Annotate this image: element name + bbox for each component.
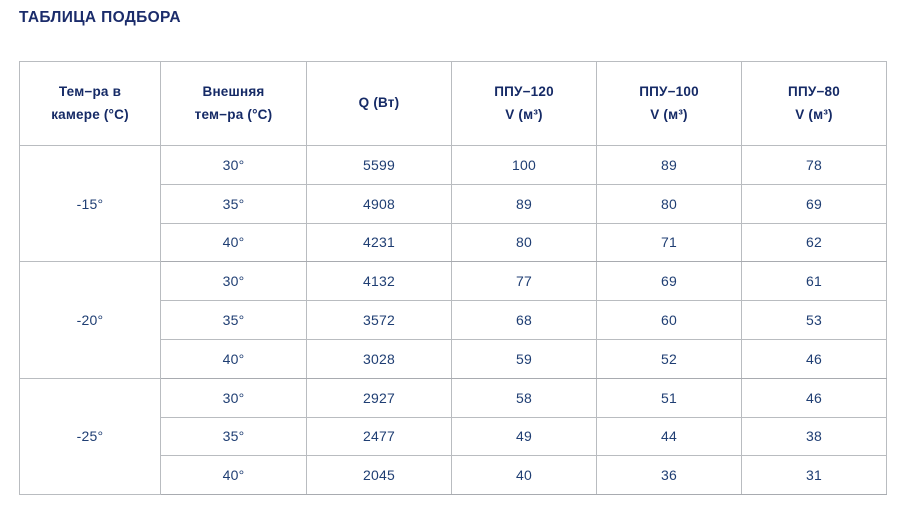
cell-chamber-temp: -20° [19, 261, 161, 379]
selection-table: Тем−ра в камере (°C) Внешняя тем−ра (°C)… [19, 61, 887, 496]
cell-power: 4231 [306, 222, 452, 263]
cell-ppu-80: 46 [741, 377, 887, 418]
cell-power: 4908 [306, 183, 452, 224]
cell-outer-temp: 35° [160, 183, 307, 224]
selection-table-container: Тем−ра в камере (°C) Внешняя тем−ра (°C)… [19, 61, 887, 496]
cell-power: 5599 [306, 145, 452, 185]
cell-ppu-120: 59 [451, 338, 597, 379]
table-row: 35° 3572 68 60 53 [20, 300, 887, 340]
cell-ppu-120: 77 [451, 261, 597, 302]
cell-ppu-100: 69 [596, 261, 742, 302]
cell-ppu-80: 69 [741, 183, 887, 224]
cell-outer-temp: 40° [160, 455, 307, 496]
column-header-ppu-120-line1: ППУ−120 [494, 84, 554, 100]
cell-ppu-100: 36 [596, 455, 742, 496]
column-header-chamber-temp-line1: Тем−ра в [58, 84, 122, 100]
cell-ppu-120: 58 [451, 377, 597, 418]
cell-ppu-100: 60 [596, 300, 742, 340]
cell-outer-temp: 35° [160, 416, 307, 457]
column-header-ppu-100: ППУ−100 V (м³) [596, 61, 742, 146]
column-header-ppu-100-line1: ППУ−100 [639, 84, 699, 100]
column-header-ppu-80: ППУ−80 V (м³) [741, 61, 887, 146]
page-title: ТАБЛИЦА ПОДБОРА [19, 9, 181, 26]
cell-ppu-120: 40 [451, 455, 597, 496]
table-row: 35° 4908 89 80 69 [20, 183, 887, 224]
table-row: -25° 30° 2927 58 51 46 [19, 377, 887, 496]
cell-outer-temp: 30° [160, 377, 307, 418]
cell-ppu-100: 51 [596, 377, 742, 418]
cell-ppu-100: 80 [596, 183, 742, 224]
column-header-power-line1: Q (Вт) [358, 95, 400, 111]
cell-ppu-100: 71 [596, 222, 742, 263]
cell-ppu-100: 52 [596, 338, 742, 379]
column-header-outer-temp: Внешняя тем−ра (°C) [160, 61, 307, 146]
column-header-ppu-120-line2: V (м³) [505, 106, 543, 122]
cell-ppu-120: 49 [451, 416, 597, 457]
table-row: -20° 30° 4132 77 69 61 [19, 261, 887, 379]
cell-outer-temp: 40° [160, 338, 307, 379]
cell-power: 2927 [306, 377, 452, 418]
column-header-ppu-100-line2: V (м³) [650, 106, 688, 122]
cell-chamber-temp: -25° [19, 377, 161, 496]
table-body: -15° 30° 5599 100 89 78 35° 4908 89 80 6… [19, 144, 887, 496]
table-row: -15° 30° 5599 100 89 78 [19, 144, 887, 263]
cell-power: 3028 [306, 338, 452, 379]
cell-ppu-80: 53 [741, 300, 887, 340]
cell-power: 2045 [306, 455, 452, 496]
cell-outer-temp: 30° [160, 261, 307, 302]
cell-outer-temp: 40° [160, 222, 307, 263]
cell-ppu-100: 89 [596, 145, 742, 185]
cell-ppu-80: 62 [741, 222, 887, 263]
column-header-chamber-temp-line2: камере (°C) [51, 106, 129, 122]
cell-ppu-80: 38 [741, 416, 887, 457]
table-row: 40° 3028 59 52 46 [20, 338, 887, 379]
cell-chamber-temp: -15° [19, 144, 161, 263]
column-header-chamber-temp: Тем−ра в камере (°C) [19, 61, 161, 146]
table-header-row: Тем−ра в камере (°C) Внешняя тем−ра (°C)… [19, 61, 887, 146]
cell-ppu-120: 80 [451, 222, 597, 263]
cell-ppu-120: 100 [451, 145, 597, 185]
column-header-outer-temp-line1: Внешняя [202, 84, 265, 100]
cell-ppu-80: 78 [741, 145, 887, 185]
column-header-power: Q (Вт) [306, 61, 452, 146]
cell-ppu-120: 89 [451, 183, 597, 224]
cell-power: 2477 [306, 416, 452, 457]
cell-outer-temp: 30° [160, 145, 307, 185]
cell-ppu-100: 44 [596, 416, 742, 457]
cell-outer-temp: 35° [160, 300, 307, 340]
table-row: 40° 2045 40 36 31 [20, 455, 887, 496]
column-header-ppu-120: ППУ−120 V (м³) [451, 61, 597, 146]
cell-ppu-80: 61 [741, 261, 887, 302]
cell-ppu-80: 46 [741, 338, 887, 379]
table-header: Тем−ра в камере (°C) Внешняя тем−ра (°C)… [19, 61, 887, 146]
column-header-ppu-80-line1: ППУ−80 [788, 84, 840, 100]
cell-ppu-80: 31 [741, 455, 887, 496]
cell-power: 3572 [306, 300, 452, 340]
column-header-outer-temp-line2: тем−ра (°C) [194, 106, 273, 122]
cell-ppu-120: 68 [451, 300, 597, 340]
table-row: 40° 4231 80 71 62 [20, 222, 887, 263]
cell-power: 4132 [306, 261, 452, 302]
table-row: 35° 2477 49 44 38 [20, 416, 887, 457]
column-header-ppu-80-line2: V (м³) [795, 106, 833, 122]
